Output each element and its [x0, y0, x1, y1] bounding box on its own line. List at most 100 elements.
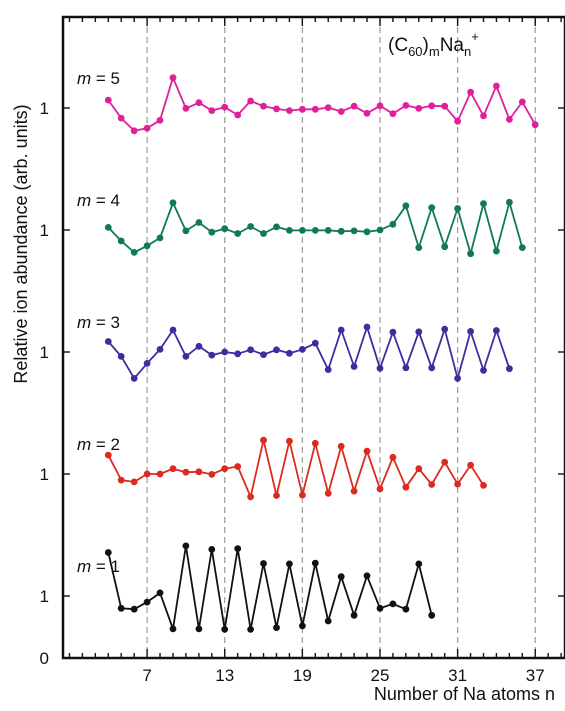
data-point-m4-n16	[260, 230, 267, 237]
data-point-m4-n35	[506, 198, 513, 206]
data-point-m5-n20	[311, 105, 319, 113]
data-point-m2-n17	[273, 492, 280, 499]
data-point-m4-n4	[104, 224, 112, 231]
data-point-m4-n14	[234, 230, 242, 237]
data-point-m5-n8	[156, 116, 164, 124]
data-point-m5-n36	[518, 98, 526, 106]
data-point-m5-n25	[376, 102, 384, 110]
data-point-m3-n25	[376, 364, 384, 372]
series-label-m1: m = 1	[77, 557, 120, 576]
data-point-m4-n15	[247, 223, 255, 230]
data-point-m4-n24	[363, 228, 371, 236]
data-point-m3-n21	[324, 366, 332, 373]
data-point-m3-n9	[169, 326, 177, 334]
data-point-m1-n14	[234, 545, 242, 552]
y-tick-label-one-1: 1	[40, 587, 49, 606]
data-point-m4-n8	[156, 234, 164, 242]
data-point-m2-n16	[260, 436, 267, 444]
data-point-m5-n35	[506, 116, 513, 123]
data-point-m2-n29	[428, 481, 436, 488]
data-point-m5-n30	[441, 102, 449, 110]
data-point-m1-n6	[130, 605, 138, 613]
data-point-m2-n20	[311, 439, 319, 447]
data-point-m2-n30	[441, 458, 449, 466]
data-point-m2-n31	[454, 480, 461, 488]
data-point-m2-n4	[104, 451, 112, 459]
data-point-m3-n28	[415, 328, 423, 336]
y-tick-labels: 1 1 1 1 1	[40, 99, 49, 606]
data-point-m4-n9	[169, 199, 177, 207]
data-point-m5-n34	[493, 82, 500, 90]
data-point-m2-n28	[415, 465, 423, 473]
data-point-m4-n5	[117, 237, 125, 245]
data-point-m5-n17	[273, 105, 280, 113]
data-point-m2-n11	[195, 468, 203, 476]
data-point-m1-n25	[376, 604, 384, 612]
data-point-m3-n16	[260, 351, 267, 358]
data-point-m1-n26	[389, 600, 397, 608]
data-point-m1-n24	[363, 572, 371, 580]
data-point-m1-n28	[415, 560, 423, 568]
data-point-m5-n21	[324, 104, 332, 111]
series-line-m1	[107, 545, 433, 631]
data-point-m4-n20	[311, 227, 319, 234]
x-tick-label-7: 7	[142, 666, 151, 685]
data-point-m2-n19	[299, 491, 306, 499]
x-tick-label-31: 31	[448, 666, 467, 685]
data-point-m1-n18	[286, 560, 293, 568]
data-point-m3-n33	[480, 367, 487, 374]
data-point-m5-n14	[234, 111, 242, 119]
data-point-m2-n18	[286, 437, 293, 445]
data-point-m4-n17	[273, 223, 280, 231]
plot-frame	[61, 15, 565, 660]
data-point-m1-n4	[104, 549, 112, 556]
data-point-m2-n32	[467, 461, 474, 469]
data-point-m4-n10	[182, 227, 190, 235]
data-point-m1-n15	[247, 626, 255, 633]
data-point-m3-n13	[221, 348, 229, 356]
data-point-m4-n19	[299, 227, 306, 234]
data-point-m2-n13	[221, 465, 229, 473]
data-point-m3-n24	[363, 323, 371, 331]
data-point-m1-n20	[311, 559, 319, 567]
data-point-m3-n17	[273, 346, 280, 354]
axis-ticks	[63, 17, 565, 659]
data-point-m2-n7	[143, 470, 151, 478]
formula-label: (C60)mNan+	[388, 29, 479, 59]
data-point-m5-n15	[247, 97, 255, 105]
series-line-m3	[107, 326, 511, 380]
data-point-m2-n10	[182, 468, 190, 476]
series-label-m3: m = 3	[77, 313, 120, 332]
data-point-m5-n16	[260, 102, 267, 110]
data-point-m5-n10	[182, 105, 190, 112]
data-point-m3-n6	[130, 375, 138, 382]
data-point-m5-n5	[117, 114, 125, 122]
data-point-m4-n31	[454, 205, 461, 212]
series-m3: m = 3	[77, 313, 513, 382]
y-tick-label-one-3: 1	[40, 343, 49, 362]
data-point-m3-n20	[311, 339, 319, 347]
series-m5: m = 5	[77, 69, 539, 135]
data-point-m1-n8	[156, 589, 164, 597]
series-layer: m = 1 m = 2 m = 3 m = 4 m = 5	[77, 69, 539, 633]
data-point-m4-n29	[428, 204, 436, 212]
data-point-m2-n23	[350, 487, 358, 495]
data-point-m2-n22	[337, 442, 345, 450]
data-point-m4-n27	[402, 202, 410, 210]
data-point-m3-n10	[182, 353, 190, 360]
data-point-m5-n31	[454, 117, 461, 125]
data-point-m5-n23	[350, 102, 358, 110]
data-point-m5-n37	[531, 121, 539, 129]
data-point-m2-n8	[156, 470, 164, 478]
data-point-m3-n30	[441, 325, 449, 333]
data-point-m4-n26	[389, 220, 397, 228]
data-point-m5-n13	[221, 103, 229, 111]
data-point-m1-n16	[260, 560, 267, 567]
data-point-m3-n4	[104, 338, 112, 345]
data-point-m1-n19	[299, 622, 306, 630]
data-point-m5-n7	[143, 124, 151, 132]
data-point-m3-n14	[234, 350, 242, 358]
data-point-m3-n23	[350, 363, 358, 370]
data-point-m2-n15	[247, 493, 255, 501]
